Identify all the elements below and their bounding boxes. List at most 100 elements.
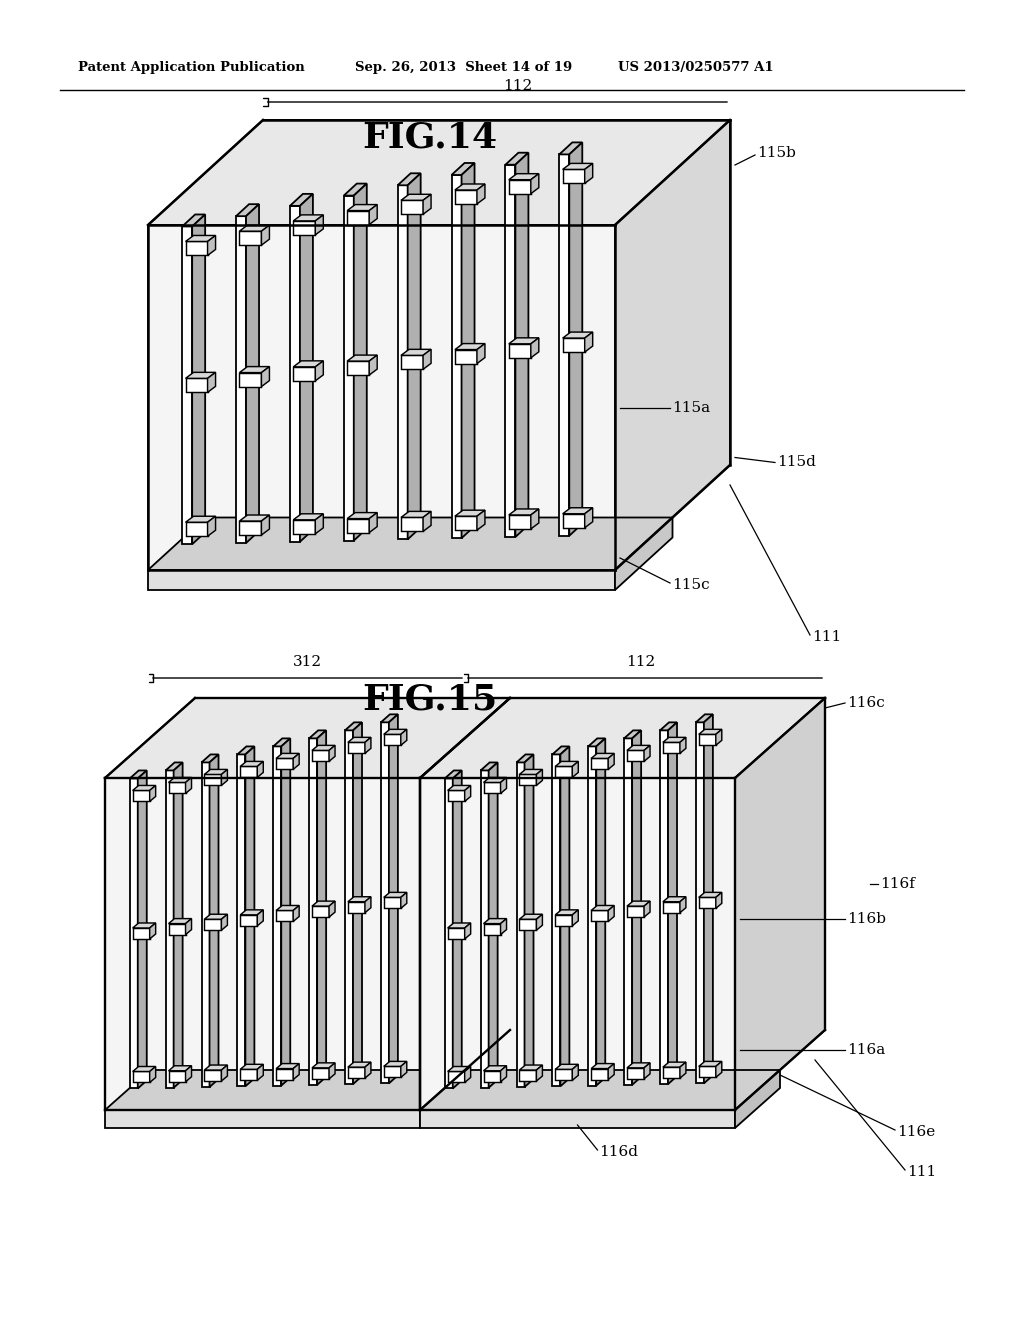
Polygon shape <box>150 785 156 801</box>
Polygon shape <box>519 1071 537 1081</box>
Text: 116f: 116f <box>880 876 914 891</box>
Polygon shape <box>506 153 528 165</box>
Polygon shape <box>555 767 572 777</box>
Polygon shape <box>572 1064 579 1080</box>
Polygon shape <box>397 173 421 185</box>
Text: 116e: 116e <box>897 1125 935 1139</box>
Polygon shape <box>420 698 825 777</box>
Polygon shape <box>698 898 716 908</box>
Polygon shape <box>501 777 507 793</box>
Polygon shape <box>509 338 539 343</box>
Polygon shape <box>644 1063 650 1078</box>
Text: 112: 112 <box>503 79 532 92</box>
Text: Sep. 26, 2013  Sheet 14 of 19: Sep. 26, 2013 Sheet 14 of 19 <box>355 62 572 74</box>
Polygon shape <box>455 510 485 516</box>
Polygon shape <box>588 738 605 746</box>
Polygon shape <box>174 763 182 1088</box>
Polygon shape <box>447 928 465 939</box>
Polygon shape <box>276 754 299 759</box>
Polygon shape <box>348 738 371 742</box>
Polygon shape <box>423 511 431 532</box>
Polygon shape <box>365 1063 371 1078</box>
Polygon shape <box>524 755 534 1088</box>
Polygon shape <box>365 896 371 912</box>
Polygon shape <box>241 1064 263 1069</box>
Polygon shape <box>317 730 326 1085</box>
Polygon shape <box>453 771 462 1089</box>
Polygon shape <box>660 730 668 1084</box>
Polygon shape <box>148 224 615 570</box>
Polygon shape <box>148 570 615 590</box>
Text: 116d: 116d <box>599 1144 639 1159</box>
Polygon shape <box>370 355 377 375</box>
Polygon shape <box>166 771 174 1088</box>
Polygon shape <box>596 738 605 1085</box>
Polygon shape <box>312 1068 329 1078</box>
Polygon shape <box>166 763 182 771</box>
Polygon shape <box>644 746 650 762</box>
Polygon shape <box>462 162 474 539</box>
Text: FIG.14: FIG.14 <box>362 121 498 154</box>
Polygon shape <box>591 1069 608 1080</box>
Polygon shape <box>660 722 677 730</box>
Text: 115c: 115c <box>672 578 710 591</box>
Polygon shape <box>205 915 227 919</box>
Polygon shape <box>370 512 377 532</box>
Polygon shape <box>348 1067 365 1078</box>
Polygon shape <box>455 343 485 350</box>
Polygon shape <box>273 746 282 1085</box>
Polygon shape <box>185 523 208 536</box>
Polygon shape <box>519 770 543 775</box>
Polygon shape <box>562 169 585 183</box>
Polygon shape <box>480 763 498 771</box>
Polygon shape <box>237 216 246 543</box>
Polygon shape <box>347 205 377 211</box>
Polygon shape <box>608 906 614 921</box>
Polygon shape <box>572 762 579 777</box>
Polygon shape <box>208 372 216 392</box>
Polygon shape <box>384 730 407 734</box>
Polygon shape <box>241 762 263 767</box>
Polygon shape <box>627 1068 644 1078</box>
Polygon shape <box>703 714 713 1084</box>
Polygon shape <box>555 762 579 767</box>
Polygon shape <box>347 355 377 362</box>
Polygon shape <box>401 517 423 532</box>
Polygon shape <box>329 746 335 762</box>
Polygon shape <box>483 924 501 935</box>
Polygon shape <box>663 1063 686 1067</box>
Polygon shape <box>293 360 324 367</box>
Polygon shape <box>698 730 722 734</box>
Text: 111: 111 <box>812 630 842 644</box>
Polygon shape <box>257 1064 263 1080</box>
Polygon shape <box>293 220 315 235</box>
Polygon shape <box>696 714 713 722</box>
Polygon shape <box>105 1110 420 1129</box>
Polygon shape <box>401 511 431 517</box>
Polygon shape <box>309 730 326 738</box>
Polygon shape <box>555 915 572 925</box>
Text: 115d: 115d <box>777 455 816 470</box>
Polygon shape <box>519 775 537 785</box>
Polygon shape <box>293 754 299 770</box>
Polygon shape <box>315 513 324 533</box>
Polygon shape <box>400 730 407 746</box>
Polygon shape <box>588 746 596 1085</box>
Polygon shape <box>193 214 205 544</box>
Polygon shape <box>455 190 477 205</box>
Polygon shape <box>555 1069 572 1080</box>
Polygon shape <box>420 1071 780 1110</box>
Text: Patent Application Publication: Patent Application Publication <box>78 62 305 74</box>
Polygon shape <box>465 1067 471 1082</box>
Polygon shape <box>537 915 543 931</box>
Text: 115a: 115a <box>672 400 710 414</box>
Polygon shape <box>185 777 191 793</box>
Polygon shape <box>312 746 335 750</box>
Polygon shape <box>384 892 407 898</box>
Polygon shape <box>585 508 593 528</box>
Polygon shape <box>447 1072 465 1082</box>
Polygon shape <box>483 777 507 783</box>
Polygon shape <box>562 164 593 169</box>
Polygon shape <box>537 770 543 785</box>
Polygon shape <box>591 911 608 921</box>
